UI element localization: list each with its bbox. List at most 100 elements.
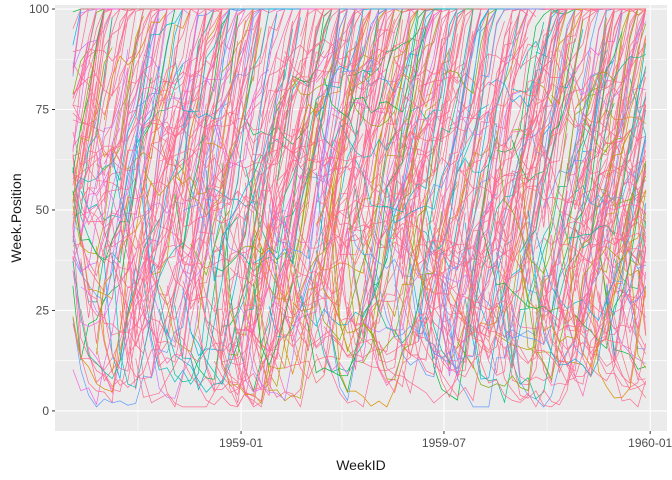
series-line xyxy=(323,73,395,249)
series-line xyxy=(323,153,427,408)
series-line xyxy=(72,81,97,185)
series-line xyxy=(96,8,223,171)
series-line xyxy=(425,160,466,295)
series-line xyxy=(574,72,599,165)
series-line xyxy=(425,157,497,399)
series-line xyxy=(488,8,568,374)
series-line xyxy=(598,198,647,334)
series-line xyxy=(143,180,168,238)
series-line xyxy=(527,135,647,378)
series-line xyxy=(504,24,607,400)
series-line xyxy=(315,8,442,375)
series-line xyxy=(315,292,341,374)
series-line xyxy=(292,173,333,351)
series-line xyxy=(253,133,364,398)
series-line xyxy=(213,8,324,404)
series-line xyxy=(519,130,631,343)
series-line xyxy=(370,211,443,381)
series-line xyxy=(488,56,505,136)
series-line xyxy=(276,39,325,162)
series-line xyxy=(606,195,647,264)
series-line xyxy=(88,169,129,344)
series-line xyxy=(214,40,239,124)
series-line xyxy=(88,8,168,197)
series-line xyxy=(103,89,199,372)
series-line xyxy=(402,8,466,109)
series-line xyxy=(174,154,215,310)
y-tick-label: 25 xyxy=(36,303,50,317)
y-axis: 0 25 50 75 100 xyxy=(29,2,55,418)
x-tick-label: 1960-01 xyxy=(628,436,672,450)
series-line xyxy=(72,152,81,157)
series-line xyxy=(72,253,137,406)
series-line xyxy=(103,209,113,265)
series-line xyxy=(425,136,497,401)
series-line xyxy=(72,8,120,150)
series-line xyxy=(551,8,646,138)
series-line xyxy=(637,272,647,336)
series-line xyxy=(402,20,505,361)
series-line xyxy=(519,244,529,269)
series-line xyxy=(292,202,309,247)
series-line xyxy=(598,53,623,137)
series-line xyxy=(111,66,160,223)
series-line xyxy=(629,346,646,381)
series-line xyxy=(72,8,89,29)
series-line xyxy=(151,8,230,172)
series-line xyxy=(629,324,647,355)
series-line xyxy=(253,8,364,264)
x-axis: 1959-01 1959-07 1960-01 xyxy=(219,431,672,450)
series-line xyxy=(566,211,607,330)
series-line xyxy=(409,8,450,183)
series-line xyxy=(182,42,246,212)
series-line xyxy=(559,67,647,239)
series-line xyxy=(433,200,474,333)
series-line xyxy=(198,75,270,337)
series-line xyxy=(253,9,301,195)
y-tick-label: 50 xyxy=(36,203,50,217)
series-line xyxy=(559,133,568,173)
series-line xyxy=(457,19,584,392)
series-line xyxy=(339,8,419,158)
series-line xyxy=(198,8,262,201)
series-line xyxy=(629,254,647,369)
series-line xyxy=(362,18,395,146)
series-line xyxy=(355,8,466,213)
series-line xyxy=(72,16,113,218)
series-line xyxy=(441,206,490,377)
series-line xyxy=(339,218,372,256)
series-line xyxy=(331,196,427,408)
series-line xyxy=(72,222,144,393)
series-line xyxy=(190,174,262,392)
series-line xyxy=(103,11,168,120)
series-line xyxy=(72,77,168,277)
series-line xyxy=(606,292,647,384)
series-line xyxy=(276,257,317,343)
series-line xyxy=(268,224,317,376)
series-line xyxy=(260,8,325,163)
series-line xyxy=(488,169,623,369)
series-line xyxy=(480,46,521,275)
series-line xyxy=(574,8,631,206)
series-line xyxy=(127,8,160,127)
series-line xyxy=(417,8,529,136)
series-line xyxy=(96,8,184,270)
series-line xyxy=(347,145,435,356)
x-tick-label: 1959-01 xyxy=(219,436,263,450)
series-line xyxy=(362,152,427,311)
series-line xyxy=(472,50,607,404)
series-line xyxy=(292,64,333,96)
series-line xyxy=(268,53,403,348)
series-line xyxy=(394,89,450,279)
series-line xyxy=(72,119,152,293)
series-line xyxy=(386,8,521,224)
series-line xyxy=(119,103,207,347)
series-line xyxy=(80,50,97,132)
series-line xyxy=(417,262,482,374)
series-line xyxy=(606,38,647,177)
series-line xyxy=(205,8,270,141)
series-line xyxy=(535,221,584,345)
y-tick-label: 75 xyxy=(36,102,50,116)
series-line xyxy=(135,8,254,398)
series-line xyxy=(402,8,490,281)
